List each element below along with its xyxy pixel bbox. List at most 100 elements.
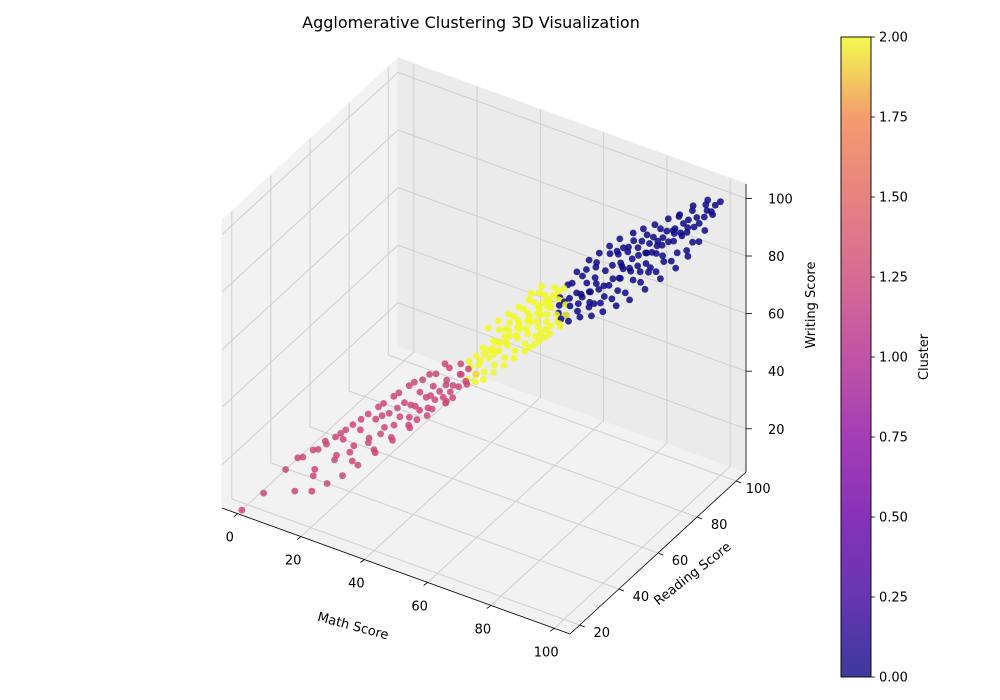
cluster-2-point [479,344,487,352]
y-tick-label: 100 [746,482,771,497]
cluster-0-point [629,276,637,284]
cluster-2-point [484,324,492,332]
cluster-2-point [520,305,528,313]
cluster-1-point [294,454,302,462]
cluster-1-point [346,448,354,456]
cluster-1-point [357,426,364,434]
cluster-1-point [449,382,457,389]
cluster-0-point [619,265,627,273]
cluster-0-point [587,288,594,296]
colorbar-tick-label: 0.50 [879,511,908,526]
colorbar-ticks: 0.00 0.25 0.50 0.75 1.00 1.25 1.50 1.75 2.00 [871,31,908,686]
cluster-2-point [480,368,488,376]
cluster-0-point [555,302,563,309]
cluster-0-point [643,249,651,257]
cluster-0-point [637,278,644,286]
cluster-1-point [446,388,454,396]
cluster-0-point [608,295,616,303]
colorbar-tick-label: 0.00 [879,671,908,686]
y-grid-floor [348,390,698,518]
cluster-0-point [614,250,622,258]
cluster-2-point [537,329,544,337]
cluster-1-point [309,446,317,454]
cluster-0-point [585,256,593,264]
cluster-1-point [405,413,413,421]
cluster-2-point [472,352,480,360]
cluster-1-point [323,480,331,487]
colorbar: 0.00 0.25 0.50 0.75 1.00 1.25 1.50 1.75 2.00 Clu… [840,31,932,686]
cluster-1-point [465,365,472,373]
cluster-1-point [354,461,362,469]
cluster-0-point [585,303,593,311]
cluster-0-point [591,274,599,282]
cluster-2-point [560,285,568,292]
cluster-2-point [510,354,518,362]
data-points [238,196,724,514]
y-tick-label: 20 [594,626,611,641]
cluster-0-point [650,233,657,241]
cluster-1-point [389,436,396,444]
cluster-1-point [337,430,345,437]
cluster-2-point [540,291,548,299]
cluster-0-point [628,255,636,263]
cluster-0-point [684,252,692,260]
cluster-2-point [495,347,503,355]
z-tick-label: 100 [768,192,793,207]
cluster-2-point [562,311,570,319]
cluster-1-point [455,383,462,391]
cluster-0-point [642,260,650,267]
y-tick-label: 80 [711,518,728,533]
cluster-1-point [431,396,439,404]
cluster-0-point [599,308,607,316]
cluster-2-point [465,358,473,365]
cluster-0-point [717,198,724,206]
cluster-0-point [578,293,586,301]
y-tick-mark [696,516,703,520]
cluster-1-point [314,446,322,453]
cluster-2-point [553,311,560,319]
cluster-0-point [620,244,627,252]
cluster-0-point [595,249,603,257]
cluster-0-point [634,262,642,270]
cluster-0-point [651,221,659,229]
cluster-1-point [457,371,465,378]
cluster-1-point [309,472,317,480]
cluster-0-point [600,282,608,290]
z-grid-back [397,302,747,430]
cluster-2-point [515,303,522,311]
cluster-1-point [311,465,319,473]
cluster-0-point [624,248,632,256]
cluster-0-point [701,227,709,234]
cluster-2-point [505,310,512,318]
cluster-1-point [375,403,382,411]
cluster-0-point [645,268,652,276]
cluster-1-point [260,489,267,497]
cluster-0-point [626,296,633,304]
cluster-0-point [616,235,624,243]
z-tick-label: 40 [768,365,785,380]
cluster-2-point [485,354,493,362]
cluster-0-point [657,225,664,233]
y-tick-mark [657,552,664,556]
cluster-2-point [504,342,511,349]
cluster-0-point [658,241,666,249]
cluster-1-point [350,442,358,450]
cluster-1-point [380,400,387,407]
cluster-2-point [550,292,558,299]
cluster-1-point [364,410,372,418]
cluster-2-point [472,370,480,378]
cluster-1-point [348,457,356,465]
z-grid-back [397,71,747,199]
z-grid-left [221,72,399,235]
cluster-1-point [365,439,372,447]
cluster-0-point [630,237,638,245]
cluster-2-point [490,350,498,358]
cluster-2-point [500,362,508,369]
cluster-0-point [568,279,576,287]
cluster-1-point [381,424,388,431]
cluster-1-point [416,406,423,414]
cluster-0-point [595,286,603,293]
x-tick-label: 20 [285,554,302,569]
y-grid-floor [388,354,737,482]
